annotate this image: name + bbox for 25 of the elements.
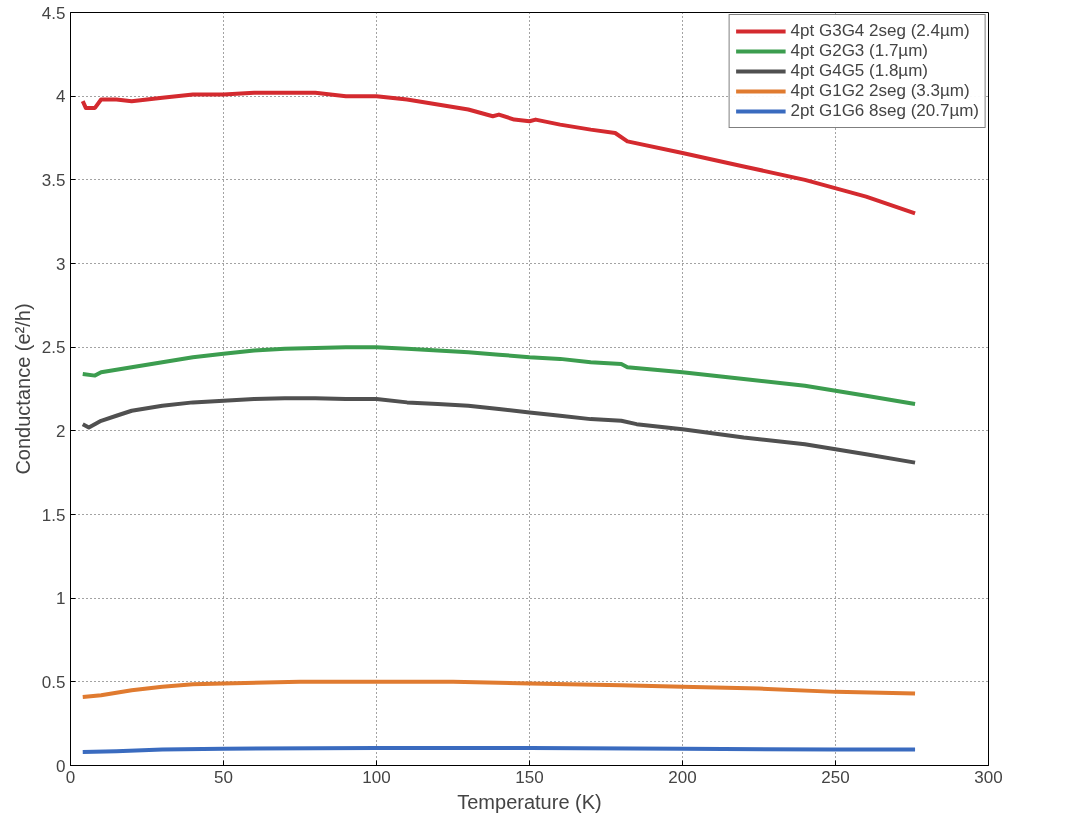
- y-tick-label: 2: [56, 421, 66, 441]
- x-tick-label: 300: [974, 767, 1003, 787]
- legend-label: 4pt G4G5 (1.8µm): [790, 61, 928, 81]
- y-tick-label: 2.5: [41, 338, 66, 358]
- x-tick-label: 150: [515, 767, 544, 787]
- legend-label: 4pt G1G2 2seg (3.3µm): [790, 81, 970, 101]
- legend-label: 4pt G2G3 (1.7µm): [790, 41, 928, 61]
- y-tick-label: 0.5: [41, 672, 66, 692]
- y-tick-label: 3: [56, 254, 66, 274]
- y-tick-label: 4.5: [41, 3, 66, 23]
- x-tick-label: 200: [668, 767, 697, 787]
- line-series: [80, 396, 918, 465]
- x-tick-label: 50: [214, 767, 233, 787]
- line-series: [80, 345, 918, 407]
- y-tick-label: 3.5: [41, 170, 66, 190]
- y-tick-label: 1: [56, 589, 66, 609]
- x-tick-label: 250: [821, 767, 850, 787]
- y-axis-title: Conductance (e²/h): [11, 303, 34, 475]
- y-tick-label: 1.5: [41, 505, 66, 525]
- x-axis-title: Temperature (K): [457, 790, 602, 813]
- line-series: [80, 679, 918, 699]
- legend-label: 2pt G1G6 8seg (20.7µm): [790, 101, 979, 121]
- x-tick-label: 100: [362, 767, 391, 787]
- legend-label: 4pt G3G4 2seg (2.4µm): [790, 21, 970, 41]
- y-tick-label: 4: [56, 87, 66, 107]
